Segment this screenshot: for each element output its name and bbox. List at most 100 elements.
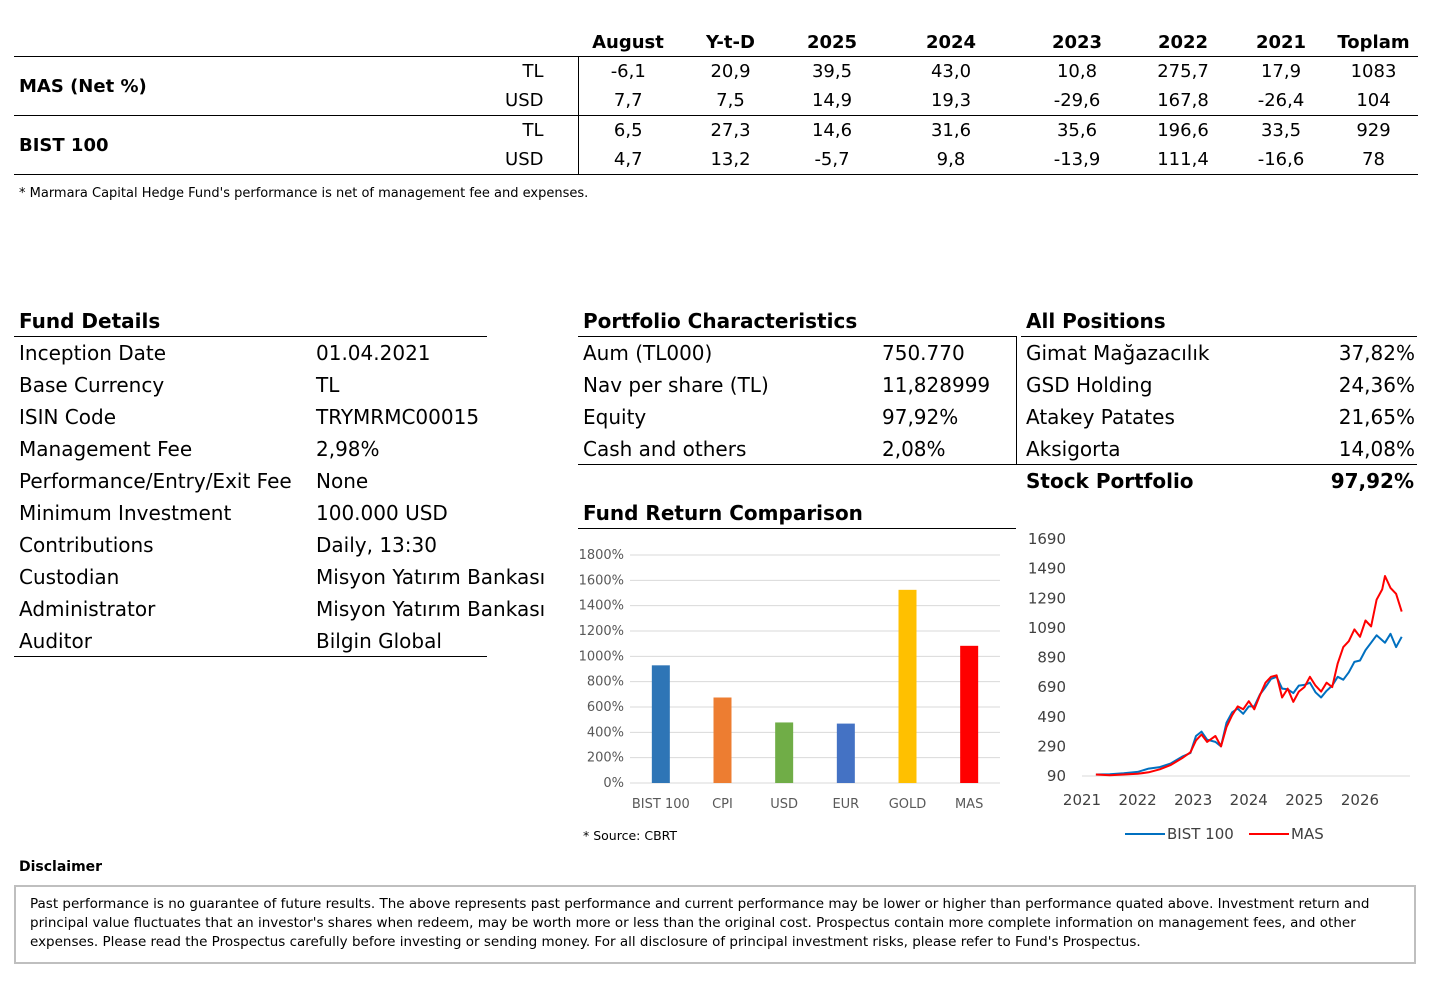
- y-tick-label: 1800%: [579, 548, 624, 563]
- position-row: Atakey Patates 21,65%: [1026, 403, 1415, 435]
- detail-row: Minimum Investment 100.000 USD: [19, 499, 559, 531]
- disclaimer-text: Past performance is no guarantee of futu…: [30, 896, 1370, 950]
- table-cell: 104: [1329, 86, 1418, 116]
- performance-table: August Y-t-D 2025 2024 2023 2022 2021 To…: [14, 28, 1418, 175]
- detail-row: Management Fee 2,98%: [19, 435, 559, 467]
- table-cell: 929: [1356, 120, 1391, 141]
- table-cell: -16,6: [1233, 145, 1329, 175]
- source-note: * Source: CBRT: [583, 828, 678, 843]
- comparison-title: Fund Return Comparison: [583, 501, 863, 525]
- header-blank: [14, 28, 494, 57]
- portfolio-list: Aum (TL000) 750.770 Nav per share (TL) 11,…: [583, 339, 1013, 467]
- x-tick-label: EUR: [832, 797, 859, 812]
- portfolio-value: 750.770: [882, 341, 965, 365]
- detail-row: Administrator Misyon Yatırım Bankası: [19, 595, 559, 627]
- divider: [14, 656, 487, 657]
- col-header: 2021: [1233, 28, 1329, 57]
- stock-portfolio-label: Stock Portfolio: [1026, 469, 1194, 493]
- detail-value: None: [316, 469, 369, 493]
- table-cell: 7,5: [678, 86, 783, 116]
- detail-row: Inception Date 01.04.2021: [19, 339, 559, 371]
- table-cell: 33,5: [1260, 120, 1302, 141]
- table-cell: -13,9: [1021, 145, 1133, 175]
- series-line: [1095, 575, 1403, 777]
- y-tick-label: 90: [1047, 767, 1066, 785]
- bar: [775, 722, 794, 783]
- x-tick-label: 2021: [1063, 791, 1101, 809]
- position-value: 14,08%: [1338, 437, 1415, 461]
- table-row: USD 7,7 7,5 14,9 19,3 -29,6 167,8 -26,4 …: [14, 86, 1418, 116]
- portfolio-row: Cash and others 2,08%: [583, 435, 1013, 467]
- position-label: Aksigorta: [1026, 437, 1121, 461]
- table-cell: 39,5: [811, 61, 853, 82]
- col-header: Toplam: [1329, 28, 1418, 57]
- y-tick-label: 690: [1037, 678, 1066, 696]
- x-tick-label: 2023: [1174, 791, 1212, 809]
- portfolio-row: Nav per share (TL) 11,828999: [583, 371, 1013, 403]
- header-ccy-blank: [494, 28, 578, 57]
- y-tick-label: 1400%: [579, 599, 624, 614]
- detail-label: Minimum Investment: [19, 501, 232, 525]
- detail-value: Bilgin Global: [316, 629, 442, 653]
- detail-value: TRYMRMC00015: [316, 405, 480, 429]
- position-value: 37,82%: [1338, 341, 1415, 365]
- position-label: GSD Holding: [1026, 373, 1153, 397]
- y-tick-label: 400%: [587, 725, 624, 740]
- portfolio-value: 2,08%: [882, 437, 946, 461]
- detail-value: 2,98%: [316, 437, 380, 461]
- position-row: GSD Holding 24,36%: [1026, 371, 1415, 403]
- portfolio-value: 97,92%: [882, 405, 959, 429]
- table-cell: 167,8: [1133, 86, 1233, 116]
- table-cell: 9,8: [881, 145, 1021, 175]
- y-tick-label: 1600%: [579, 573, 624, 588]
- legend-label: BIST 100: [1167, 825, 1234, 843]
- y-tick-label: 490: [1037, 708, 1066, 726]
- position-label: Atakey Patates: [1026, 405, 1175, 429]
- group-label-bist: BIST 100: [14, 115, 494, 175]
- fund-details-list: Inception Date 01.04.2021 Base Currency TL…: [19, 339, 559, 659]
- detail-label: Performance/Entry/Exit Fee: [19, 469, 292, 493]
- table-cell: -6,1: [610, 61, 646, 82]
- table-cell: 14,6: [811, 120, 853, 141]
- col-header: 2025: [783, 28, 881, 57]
- table-cell: 20,9: [710, 61, 751, 82]
- table-cell: -26,4: [1233, 86, 1329, 116]
- position-value: 24,36%: [1338, 373, 1415, 397]
- positions-list: Gimat Mağazacılık 37,82% GSD Holding 24,36…: [1026, 339, 1415, 467]
- y-tick-label: 1000%: [579, 649, 624, 664]
- performance-line-chart: 90 290 490 690 890 1090 1290 1490 1690 2021 2022 20…: [1028, 530, 1410, 843]
- x-tick-label: 2024: [1230, 791, 1268, 809]
- y-tick-label: 1090: [1028, 619, 1066, 637]
- y-tick-label: 800%: [587, 675, 624, 690]
- table-cell: -29,6: [1021, 86, 1133, 116]
- divider: [1021, 336, 1417, 337]
- detail-row: ISIN Code TRYMRMC00015: [19, 403, 559, 435]
- table-row: USD 4,7 13,2 -5,7 9,8 -13,9 111,4 -16,6 …: [14, 145, 1418, 175]
- table-cell: -5,7: [783, 145, 881, 175]
- disclaimer-title: Disclaimer: [19, 859, 103, 875]
- detail-value: 01.04.2021: [316, 341, 431, 365]
- col-header: August: [578, 28, 678, 57]
- portfolio-label: Aum (TL000): [583, 341, 713, 365]
- detail-row: Performance/Entry/Exit Fee None: [19, 467, 559, 499]
- table-cell: 196,6: [1157, 120, 1209, 141]
- portfolio-label: Equity: [583, 405, 647, 429]
- y-tick-label: 0%: [603, 776, 624, 791]
- detail-value: Daily, 13:30: [316, 533, 437, 557]
- y-tick-label: 890: [1037, 649, 1066, 667]
- portfolio-label: Cash and others: [583, 437, 747, 461]
- portfolio-title: Portfolio Characteristics: [583, 309, 858, 333]
- table-row: MAS (Net %) TL -6,1 20,9 39,5 43,0 10,8 …: [14, 56, 1418, 116]
- ccy-label: USD: [494, 86, 579, 116]
- ccy-label: TL: [494, 56, 579, 86]
- y-tick-label: 1200%: [579, 624, 624, 639]
- position-row: Aksigorta 14,08%: [1026, 435, 1415, 467]
- divider: [578, 464, 1417, 465]
- table-cell: 17,9: [1260, 61, 1302, 82]
- position-value: 21,65%: [1338, 405, 1415, 429]
- detail-label: Administrator: [19, 597, 156, 621]
- fund-details-title: Fund Details: [19, 309, 161, 333]
- bar: [898, 589, 917, 783]
- detail-row: Base Currency TL: [19, 371, 559, 403]
- disclaimer-box: Past performance is no guarantee of futu…: [14, 885, 1416, 964]
